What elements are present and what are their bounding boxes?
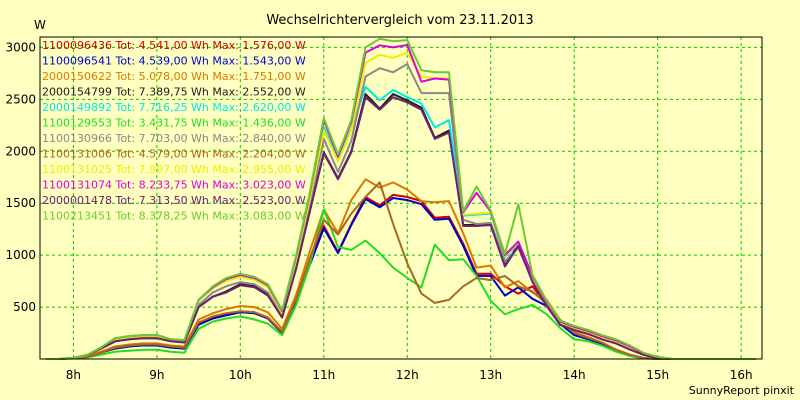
x-tick-label: 12h <box>396 368 419 382</box>
legend-entry: 1100213451 Tot: 8.378,25 Wh Max: 3.083,0… <box>42 210 306 223</box>
grid-lines <box>40 37 762 359</box>
legend-entry: 1100096436 Tot: 4.541,00 Wh Max: 1.576,0… <box>42 39 306 52</box>
chart-title: Wechselrichtervergleich vom 23.11.2013 <box>266 13 533 28</box>
x-tick-label: 15h <box>646 368 669 382</box>
x-tick-label: 10h <box>229 368 252 382</box>
y-tick-label: 500 <box>13 300 36 314</box>
x-tick-label: 14h <box>563 368 586 382</box>
x-tick-label: 8h <box>66 368 81 382</box>
legend-entry: 1100129553 Tot: 3.431,75 Wh Max: 1.436,0… <box>42 117 306 130</box>
series-line-8 <box>45 181 756 360</box>
credit-label: SunnyReport pinxit <box>689 384 795 397</box>
x-tick-label: 16h <box>730 368 753 382</box>
legend-entry: 1100131025 Tot: 7.997,00 Wh Max: 2.955,0… <box>42 163 306 176</box>
y-tick-label: 1000 <box>5 248 36 262</box>
legend-entry: 1100131074 Tot: 8.233,75 Wh Max: 3.023,0… <box>42 179 306 192</box>
y-axis-ticks: 500 1000 1500 2000 2500 3000 <box>5 40 36 314</box>
series-line-12 <box>45 37 756 360</box>
legend-entry: 1100096541 Tot: 4.539,00 Wh Max: 1.543,0… <box>42 55 306 68</box>
series-line-11 <box>45 96 756 360</box>
legend: 1100096436 Tot: 4.541,00 Wh Max: 1.576,0… <box>42 39 306 223</box>
y-tick-label: 2500 <box>5 92 36 106</box>
y-tick-label: 1500 <box>5 196 36 210</box>
legend-entry: 2000001478 Tot: 7.313,50 Wh Max: 2.523,0… <box>42 194 306 207</box>
legend-entry: 1100130966 Tot: 7.703,00 Wh Max: 2.840,0… <box>42 132 306 145</box>
plot-frame <box>39 36 763 360</box>
x-tick-label: 13h <box>479 368 502 382</box>
legend-entry: 1100131006 Tot: 4.579,00 Wh Max: 2.204,0… <box>42 148 306 161</box>
x-axis-ticks: 8h 9h 10h 11h 12h 13h 14h 15h 16h <box>66 368 753 382</box>
x-tick-label: 9h <box>149 368 164 382</box>
legend-entry: 2000149892 Tot: 7.716,25 Wh Max: 2.620,0… <box>42 101 306 114</box>
legend-entry: 2000154799 Tot: 7.389,75 Wh Max: 2.552,0… <box>42 86 306 99</box>
series-lines <box>45 37 756 360</box>
y-tick-label: 2000 <box>5 144 36 158</box>
y-axis-unit-label: W <box>34 18 46 32</box>
x-tick-label: 11h <box>312 368 335 382</box>
y-tick-label: 3000 <box>5 40 36 54</box>
legend-entry: 2000150622 Tot: 5.078,00 Wh Max: 1.751,0… <box>42 70 306 83</box>
